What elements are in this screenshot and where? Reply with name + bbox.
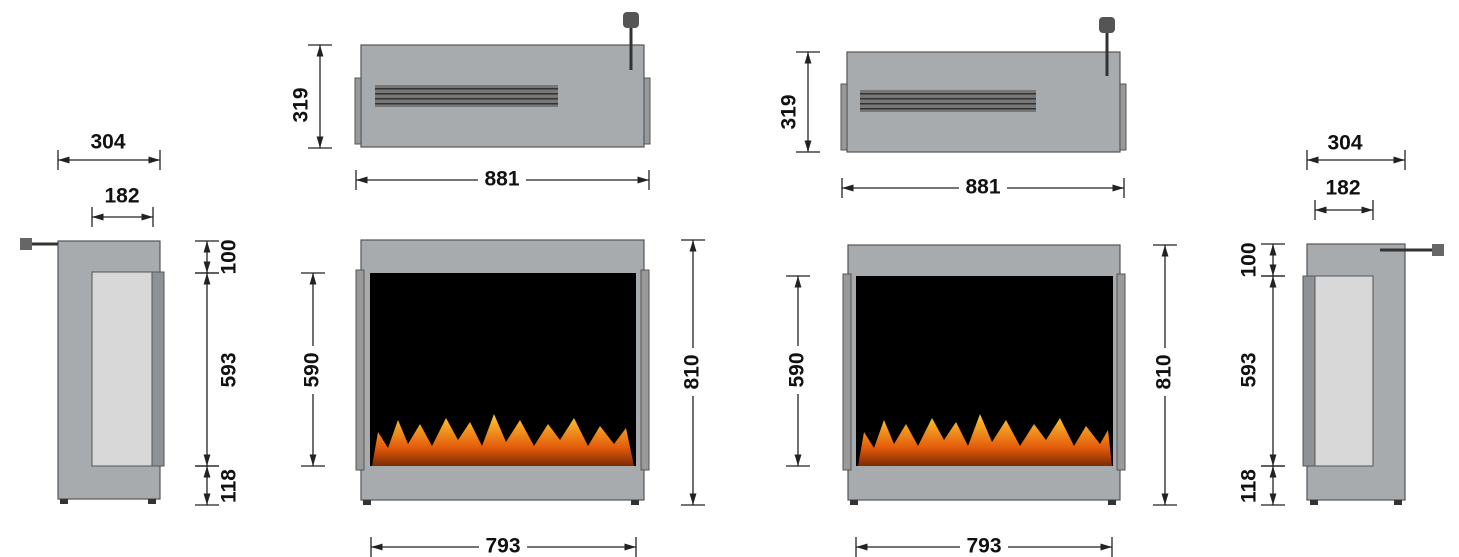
dimension-label: 590 <box>301 352 324 387</box>
dimension-label: 793 <box>485 535 520 557</box>
label-gap <box>680 348 706 396</box>
dimension-label: 590 <box>786 352 809 387</box>
dimension-label: 118 <box>218 469 241 503</box>
right-side-view <box>1302 243 1444 505</box>
dimension-label: 593 <box>1238 352 1261 387</box>
left-side-view <box>20 238 165 504</box>
dimension-label: 319 <box>290 87 313 122</box>
dimension-label: 881 <box>484 168 519 191</box>
front-view-left <box>355 239 650 505</box>
dimension-label: 810 <box>1153 354 1176 389</box>
dimension-label: 881 <box>965 176 1000 199</box>
dimension-label: 182 <box>104 185 139 208</box>
dimension-label: 304 <box>90 131 125 154</box>
dimension-label: 319 <box>778 94 801 129</box>
dimension-label: 118 <box>1238 469 1261 503</box>
top-view-left <box>354 12 651 148</box>
label-gap <box>479 534 527 557</box>
dimension-label: 593 <box>218 352 241 387</box>
label-gap <box>300 346 326 394</box>
dimension-label: 182 <box>1325 177 1360 200</box>
dimension-label: 810 <box>681 354 704 389</box>
label-gap <box>1152 348 1178 396</box>
front-view-right <box>842 244 1126 505</box>
dimension-label: 100 <box>218 239 241 274</box>
label-gap <box>785 346 811 394</box>
dimension-label: 100 <box>1238 242 1261 277</box>
dimension-label: 793 <box>966 535 1001 557</box>
label-gap <box>960 534 1008 557</box>
label-gap <box>959 175 1007 201</box>
dimension-label: 304 <box>1327 132 1362 155</box>
label-gap <box>478 167 526 193</box>
top-view-right <box>840 17 1127 153</box>
